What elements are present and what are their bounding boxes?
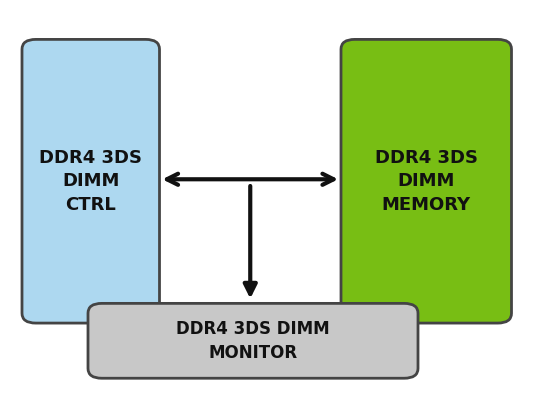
Text: DDR4 3DS DIMM
MONITOR: DDR4 3DS DIMM MONITOR [176,320,330,362]
FancyBboxPatch shape [88,303,418,378]
FancyBboxPatch shape [341,39,512,323]
Text: DDR4 3DS
DIMM
CTRL: DDR4 3DS DIMM CTRL [39,149,142,214]
Text: DDR4 3DS
DIMM
MEMORY: DDR4 3DS DIMM MEMORY [375,149,478,214]
FancyBboxPatch shape [22,39,159,323]
